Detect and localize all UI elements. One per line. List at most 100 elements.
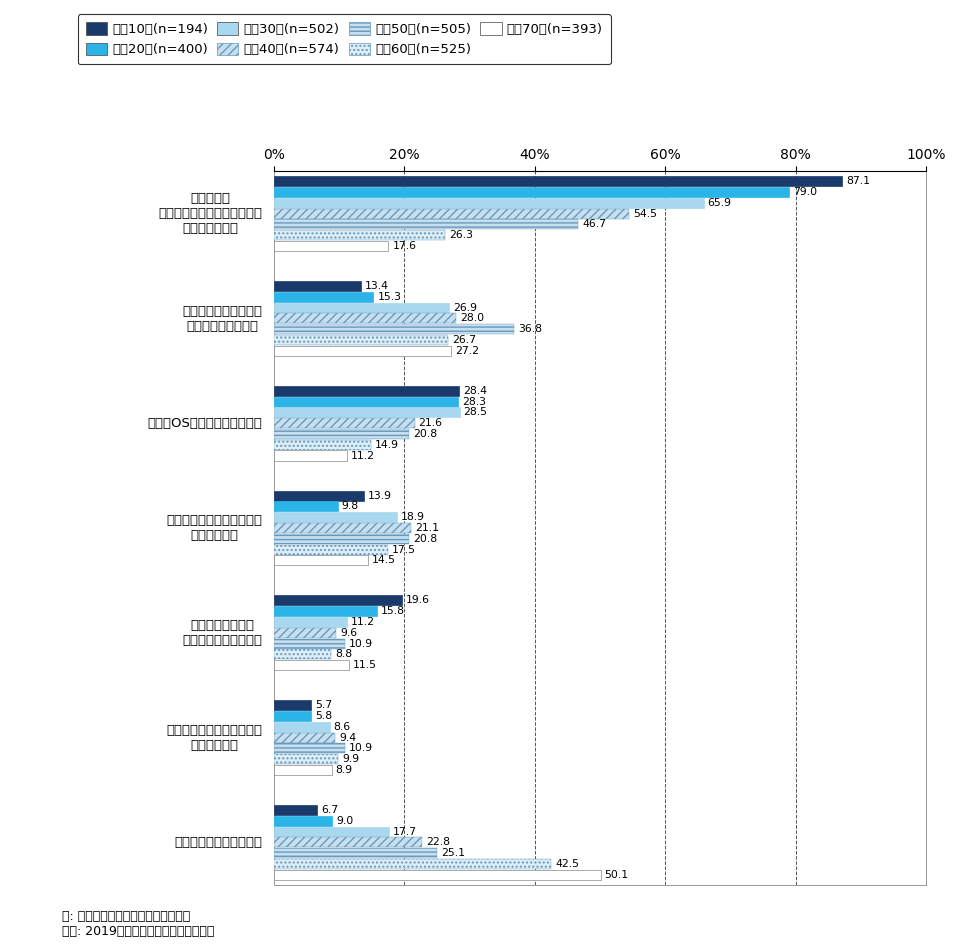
Text: 42.5: 42.5 bbox=[555, 859, 579, 869]
Bar bbox=[274, 292, 373, 302]
Text: 8.6: 8.6 bbox=[334, 722, 350, 732]
Text: 17.5: 17.5 bbox=[392, 545, 416, 554]
Text: 11.2: 11.2 bbox=[350, 617, 374, 627]
Bar bbox=[274, 606, 376, 616]
Bar bbox=[274, 324, 514, 334]
Bar bbox=[274, 649, 331, 660]
Bar bbox=[274, 418, 415, 428]
Bar bbox=[274, 660, 348, 670]
Bar bbox=[274, 595, 401, 605]
Text: 54.5: 54.5 bbox=[634, 208, 658, 219]
Text: 9.6: 9.6 bbox=[340, 627, 357, 638]
Bar bbox=[274, 303, 449, 312]
Bar bbox=[274, 313, 456, 324]
Bar bbox=[274, 711, 311, 721]
Text: 65.9: 65.9 bbox=[708, 198, 732, 208]
Text: 11.2: 11.2 bbox=[350, 450, 374, 461]
Bar bbox=[274, 627, 336, 638]
Text: 28.5: 28.5 bbox=[464, 407, 488, 417]
Text: 9.9: 9.9 bbox=[342, 754, 359, 764]
Bar bbox=[274, 701, 311, 710]
Text: 注: スマホ・ケータイ所有者が回答。
出所: 2019年一般向けモバイル動向調査: 注: スマホ・ケータイ所有者が回答。 出所: 2019年一般向けモバイル動向調査 bbox=[62, 910, 215, 938]
Bar bbox=[274, 335, 448, 345]
Text: 9.4: 9.4 bbox=[339, 733, 356, 743]
Text: 21.1: 21.1 bbox=[416, 523, 440, 533]
Legend: 女怗10代(n=194), 女怗20代(n=400), 女怗30代(n=502), 女怗40代(n=574), 女怗50代(n=505), 女怗60代(n=52: 女怗10代(n=194), 女怗20代(n=400), 女怗30代(n=502)… bbox=[78, 14, 611, 65]
Text: 8.9: 8.9 bbox=[336, 764, 352, 775]
Bar bbox=[274, 639, 345, 648]
Text: 14.5: 14.5 bbox=[372, 555, 396, 565]
Bar bbox=[274, 744, 345, 753]
Bar bbox=[274, 440, 371, 449]
Text: 9.8: 9.8 bbox=[342, 502, 359, 511]
Bar bbox=[274, 805, 318, 815]
Text: 13.4: 13.4 bbox=[365, 281, 389, 291]
Text: 15.8: 15.8 bbox=[381, 606, 405, 616]
Bar bbox=[274, 617, 347, 627]
Text: 46.7: 46.7 bbox=[583, 219, 607, 229]
Bar bbox=[274, 187, 789, 197]
Text: 87.1: 87.1 bbox=[846, 176, 870, 187]
Bar bbox=[274, 346, 451, 356]
Text: 19.6: 19.6 bbox=[405, 595, 429, 605]
Bar bbox=[274, 208, 630, 219]
Bar bbox=[274, 545, 388, 554]
Bar bbox=[274, 870, 601, 880]
Bar bbox=[274, 490, 365, 501]
Bar bbox=[274, 397, 458, 407]
Bar bbox=[274, 733, 335, 743]
Text: 11.5: 11.5 bbox=[352, 660, 376, 670]
Bar bbox=[274, 838, 422, 847]
Bar bbox=[274, 386, 459, 396]
Text: 17.7: 17.7 bbox=[393, 826, 417, 837]
Text: 5.8: 5.8 bbox=[316, 711, 332, 721]
Bar bbox=[274, 502, 338, 511]
Bar bbox=[274, 523, 411, 533]
Bar bbox=[274, 450, 347, 461]
Text: 15.3: 15.3 bbox=[377, 292, 401, 302]
Bar bbox=[274, 555, 369, 565]
Text: 5.7: 5.7 bbox=[315, 701, 332, 710]
Text: 9.0: 9.0 bbox=[336, 816, 353, 825]
Bar bbox=[274, 826, 389, 837]
Bar bbox=[274, 230, 445, 240]
Text: 6.7: 6.7 bbox=[322, 805, 338, 815]
Bar bbox=[274, 429, 409, 439]
Text: 22.8: 22.8 bbox=[426, 838, 450, 847]
Text: 8.8: 8.8 bbox=[335, 649, 352, 660]
Bar bbox=[274, 754, 338, 764]
Bar bbox=[274, 848, 438, 858]
Text: 18.9: 18.9 bbox=[401, 512, 425, 523]
Text: 26.7: 26.7 bbox=[452, 335, 476, 345]
Text: 10.9: 10.9 bbox=[348, 639, 372, 648]
Text: 26.9: 26.9 bbox=[453, 303, 477, 312]
Text: 28.3: 28.3 bbox=[463, 397, 487, 407]
Text: 21.6: 21.6 bbox=[419, 418, 443, 428]
Bar bbox=[274, 534, 409, 544]
Text: 13.9: 13.9 bbox=[369, 490, 393, 501]
Bar bbox=[274, 176, 842, 187]
Text: 20.8: 20.8 bbox=[414, 429, 438, 439]
Bar bbox=[274, 816, 332, 825]
Text: 26.3: 26.3 bbox=[449, 230, 473, 240]
Text: 17.6: 17.6 bbox=[393, 241, 417, 251]
Text: 14.9: 14.9 bbox=[374, 440, 398, 449]
Text: 25.1: 25.1 bbox=[442, 848, 466, 858]
Bar bbox=[274, 859, 551, 869]
Bar bbox=[274, 241, 389, 251]
Text: 36.8: 36.8 bbox=[517, 325, 541, 334]
Text: 27.2: 27.2 bbox=[455, 346, 479, 356]
Bar bbox=[274, 219, 579, 229]
Text: 50.1: 50.1 bbox=[605, 870, 629, 880]
Text: 79.0: 79.0 bbox=[793, 187, 817, 197]
Bar bbox=[274, 512, 397, 523]
Text: 20.8: 20.8 bbox=[414, 534, 438, 544]
Text: 10.9: 10.9 bbox=[348, 744, 372, 753]
Bar bbox=[274, 764, 332, 775]
Bar bbox=[274, 281, 361, 291]
Bar bbox=[274, 407, 460, 417]
Bar bbox=[274, 198, 704, 208]
Text: 28.4: 28.4 bbox=[463, 386, 487, 396]
Text: 28.0: 28.0 bbox=[460, 313, 485, 324]
Bar bbox=[274, 722, 329, 732]
